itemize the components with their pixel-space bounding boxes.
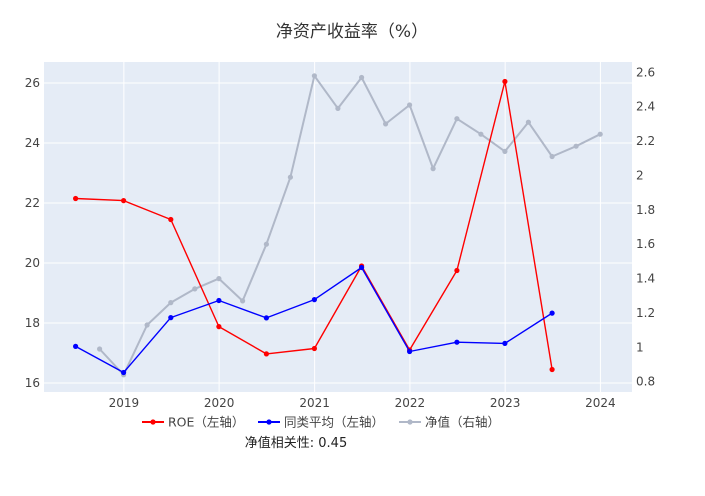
legend-label: 同类平均（左轴） [284, 415, 384, 430]
data-point[interactable] [311, 73, 317, 79]
data-point[interactable] [168, 216, 174, 223]
data-point[interactable] [121, 198, 127, 204]
data-point[interactable] [573, 143, 579, 149]
y-left-tick-label: 24 [25, 136, 40, 150]
data-point[interactable] [311, 297, 317, 303]
series-1 [73, 264, 555, 376]
legend-swatch-marker [407, 419, 413, 425]
data-point[interactable] [597, 131, 603, 137]
data-point[interactable] [311, 345, 317, 352]
data-point[interactable] [502, 340, 508, 346]
data-point[interactable] [502, 148, 508, 154]
data-point[interactable] [192, 286, 198, 292]
y-right-tick-label: 2.6 [636, 65, 655, 79]
y-right-tick-label: 1.8 [636, 203, 655, 217]
data-point[interactable] [502, 78, 508, 85]
legend[interactable]: ROE（左轴） 同类平均（左轴） 净值（右轴） [142, 415, 500, 430]
data-point[interactable] [407, 102, 413, 108]
data-point[interactable] [73, 195, 79, 202]
data-point[interactable] [359, 264, 365, 271]
x-tick-label: 2019 [109, 396, 140, 410]
series-2 [97, 73, 603, 378]
y-right-tick-label: 1.2 [636, 306, 655, 320]
x-tick-label: 2023 [490, 396, 521, 410]
data-point[interactable] [263, 351, 269, 357]
series-line [98, 74, 601, 376]
data-point[interactable] [121, 369, 127, 376]
y-left-tick-label: 26 [25, 76, 40, 90]
x-tick-label: 2021 [299, 396, 330, 410]
data-point[interactable] [454, 116, 460, 122]
grid-lines [44, 62, 632, 392]
legend-item-1[interactable]: 同类平均（左轴） [258, 415, 384, 430]
data-point[interactable] [525, 119, 532, 125]
data-point[interactable] [359, 74, 365, 81]
legend-label: 净值（右轴） [425, 415, 500, 430]
data-point[interactable] [454, 267, 460, 274]
x-tick-label: 2020 [204, 396, 235, 410]
y-left-tick-label: 16 [25, 376, 40, 390]
data-point[interactable] [478, 131, 484, 137]
legend-item-0[interactable]: ROE（左轴） [142, 415, 244, 430]
legend-label: ROE（左轴） [168, 415, 244, 430]
plot-area [44, 62, 632, 392]
legend-swatch-marker [266, 419, 272, 425]
y-right-tick-label: 0.8 [636, 375, 655, 389]
series-0 [73, 78, 555, 373]
y-right-tick-label: 2.4 [636, 100, 655, 114]
y-right-tick-label: 2 [636, 168, 644, 182]
data-point[interactable] [549, 366, 555, 373]
legend-item-2[interactable]: 净值（右轴） [399, 415, 500, 430]
chart-title: 净资产收益率（%） [276, 22, 428, 42]
data-point[interactable] [168, 315, 174, 321]
x-tick-label: 2024 [585, 396, 616, 410]
legend-swatch-marker [150, 419, 156, 425]
data-point[interactable] [430, 166, 436, 172]
y-left-tick-label: 22 [25, 196, 40, 210]
data-point[interactable] [168, 300, 174, 306]
data-point[interactable] [383, 121, 389, 127]
y-right-tick-label: 2.2 [636, 134, 655, 148]
y-right-tick-label: 1.4 [636, 272, 655, 286]
data-point[interactable] [216, 297, 222, 304]
data-point[interactable] [287, 174, 293, 180]
data-point[interactable] [407, 348, 413, 355]
y-right-tick-label: 1 [636, 340, 644, 354]
data-point[interactable] [263, 241, 269, 247]
data-point[interactable] [454, 339, 460, 345]
y-right-tick-label: 1.6 [636, 237, 655, 251]
data-point[interactable] [335, 105, 341, 111]
data-point[interactable] [144, 322, 150, 328]
x-tick-label: 2022 [395, 396, 426, 410]
data-point[interactable] [216, 276, 222, 282]
series-layer [73, 73, 603, 378]
y-left-tick-label: 18 [25, 316, 40, 330]
data-point[interactable] [240, 298, 246, 304]
data-point[interactable] [549, 153, 555, 160]
data-point[interactable] [73, 343, 79, 349]
data-point[interactable] [216, 324, 222, 330]
data-point[interactable] [549, 310, 555, 316]
data-point[interactable] [263, 315, 269, 321]
correlation-note: 净值相关性: 0.45 [245, 435, 347, 451]
y-left-tick-label: 20 [25, 256, 40, 270]
data-point[interactable] [97, 346, 103, 352]
